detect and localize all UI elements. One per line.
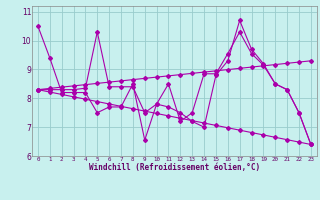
X-axis label: Windchill (Refroidissement éolien,°C): Windchill (Refroidissement éolien,°C) [89,163,260,172]
